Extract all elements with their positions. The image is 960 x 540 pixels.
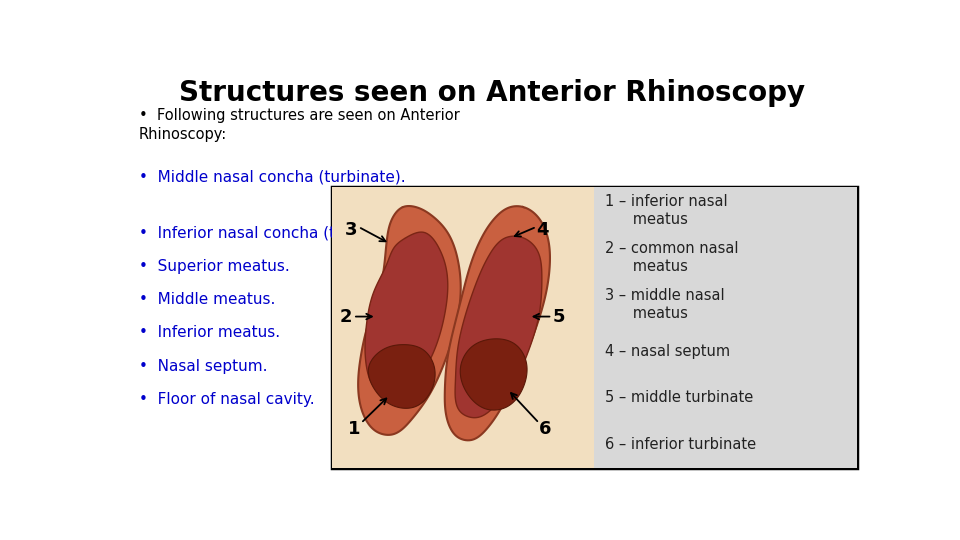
Text: 1 – inferior nasal
      meatus: 1 – inferior nasal meatus — [606, 194, 728, 227]
Text: •  Floor of nasal cavity.: • Floor of nasal cavity. — [138, 392, 314, 407]
Text: •  Superior meatus.: • Superior meatus. — [138, 259, 289, 274]
Text: 2: 2 — [340, 308, 352, 326]
Polygon shape — [455, 236, 541, 418]
Text: 6: 6 — [540, 421, 552, 438]
Text: 1: 1 — [348, 421, 360, 438]
Text: 2 – common nasal
      meatus: 2 – common nasal meatus — [606, 241, 739, 274]
Polygon shape — [369, 345, 435, 408]
Polygon shape — [358, 206, 461, 435]
Text: 4: 4 — [537, 221, 549, 239]
Text: 3 – middle nasal
      meatus: 3 – middle nasal meatus — [606, 288, 725, 321]
Polygon shape — [365, 232, 447, 395]
Text: Structures seen on Anterior Rhinoscopy: Structures seen on Anterior Rhinoscopy — [179, 79, 805, 107]
Text: 3: 3 — [346, 221, 358, 239]
Text: 4 – nasal septum: 4 – nasal septum — [606, 343, 731, 359]
Text: •  Middle meatus.: • Middle meatus. — [138, 292, 275, 307]
Polygon shape — [460, 339, 527, 410]
Text: •  Following structures are seen on Anterior
Rhinoscopy:: • Following structures are seen on Anter… — [138, 109, 459, 142]
Bar — [332, 187, 594, 468]
Bar — [594, 187, 856, 468]
Text: 6 – inferior turbinate: 6 – inferior turbinate — [606, 437, 756, 452]
Bar — [332, 187, 856, 468]
Text: •  Nasal septum.: • Nasal septum. — [138, 359, 267, 374]
Text: •  Inferior nasal concha (turbinate).: • Inferior nasal concha (turbinate). — [138, 226, 410, 241]
Text: 5: 5 — [552, 308, 564, 326]
Polygon shape — [444, 206, 550, 440]
Text: •  Middle nasal concha (turbinate).: • Middle nasal concha (turbinate). — [138, 170, 405, 185]
Text: 5 – middle turbinate: 5 – middle turbinate — [606, 390, 754, 406]
Text: •  Inferior meatus.: • Inferior meatus. — [138, 326, 279, 341]
